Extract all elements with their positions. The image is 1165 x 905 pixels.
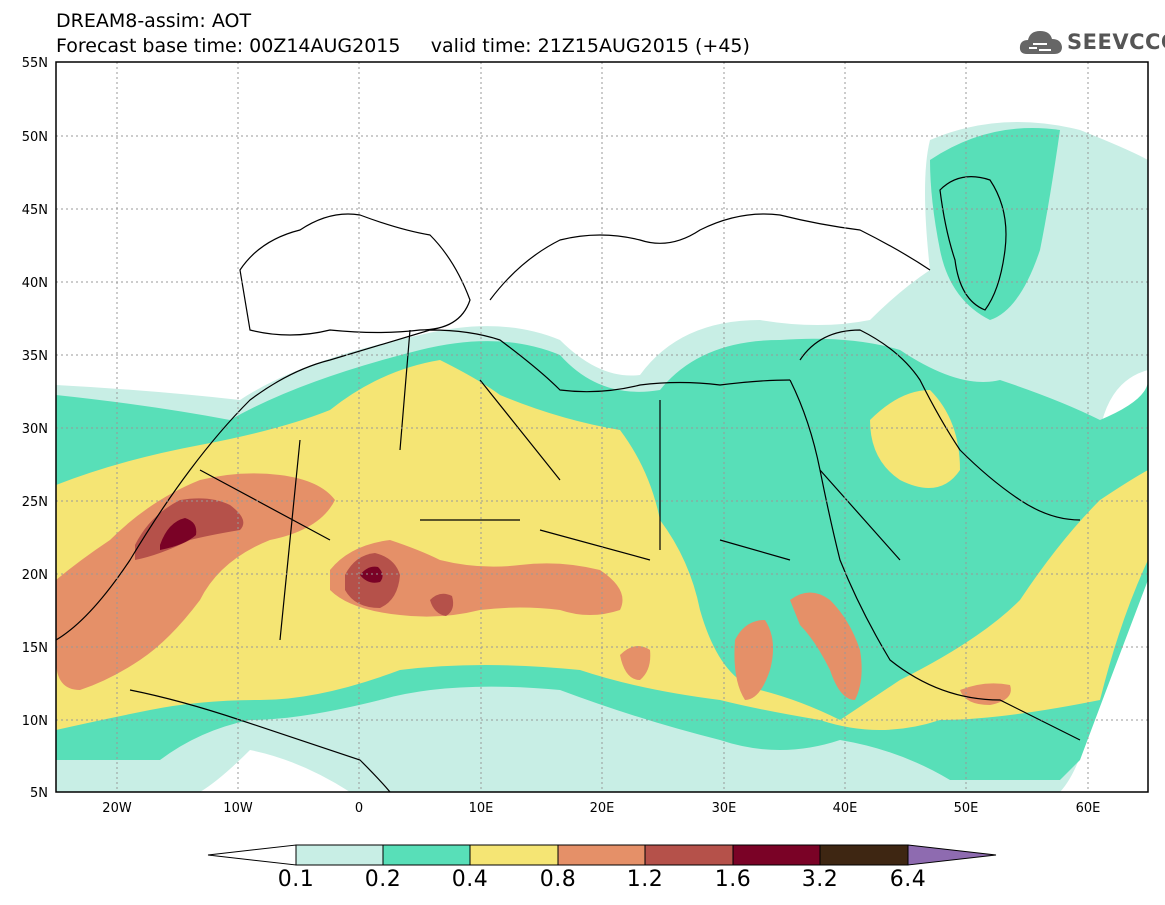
lat-label: 10N (22, 714, 48, 729)
lat-label: 30N (22, 422, 48, 437)
colorbar (207, 844, 997, 866)
colorbar-label: 0.4 (451, 867, 489, 892)
colorbar-segment (732, 844, 821, 866)
colorbar-segment (557, 844, 646, 866)
map-title: DREAM8-assim: AOT (56, 10, 252, 32)
lat-axis: 55N 50N 45N 40N 35N 30N 25N 20N 15N 10N … (22, 56, 48, 801)
aot-band-0.2-caspian (930, 128, 1060, 320)
lon-label: 50E (954, 801, 979, 816)
base-time: Forecast base time: 00Z14AUG2015 (56, 35, 401, 57)
valid-time: valid time: 21Z15AUG2015 (+45) (430, 35, 750, 57)
colorbar-segment (207, 844, 297, 866)
colorbar-label: 0.2 (364, 867, 402, 892)
aot-band-0.8-west (56, 473, 335, 690)
logo-text: SEEVCCC (1067, 30, 1165, 54)
aot-band-0.8-eritrea (790, 592, 862, 700)
aot-band-0.4 (56, 360, 1148, 730)
colorbar-segment (819, 844, 909, 866)
seevccc-logo: SEEVCCC (1017, 26, 1165, 62)
colorbar-label: 0.8 (539, 867, 577, 892)
aot-band-0.4-arabia (870, 390, 960, 488)
lat-label: 5N (30, 786, 48, 801)
lat-label: 45N (22, 203, 48, 218)
lon-label: 10W (223, 801, 253, 816)
colorbar-segment (295, 844, 384, 866)
cloud-icon (1019, 31, 1062, 54)
lon-label: 10E (469, 801, 494, 816)
lat-label: 50N (22, 130, 48, 145)
colorbar-segment (644, 844, 734, 866)
lon-label: 40E (833, 801, 858, 816)
aot-band-1.2-niger (430, 593, 454, 616)
map-frame (55, 61, 1149, 793)
lon-label: 20E (590, 801, 615, 816)
lon-label: 20W (102, 801, 132, 816)
lon-axis: 20W 10W 0 10E 20E 30E 40E 50E 60E (102, 801, 1100, 816)
colorbar-segment (469, 844, 559, 866)
coastlines (56, 176, 1081, 792)
colorbar-label: 1.2 (626, 867, 664, 892)
lat-label: 35N (22, 349, 48, 364)
colorbar-label: 0.1 (277, 867, 315, 892)
lat-label: 15N (22, 641, 48, 656)
lon-label: 30E (712, 801, 737, 816)
aot-band-1.6-west (160, 518, 197, 550)
lon-label: 60E (1076, 801, 1101, 816)
colorbar-segment (907, 844, 997, 866)
gridlines (56, 62, 1148, 792)
aot-band-0.8-sudan (734, 620, 774, 700)
colorbar-label: 6.4 (889, 867, 927, 892)
lon-label: 0 (355, 801, 363, 816)
colorbar-segment (382, 844, 471, 866)
lat-label: 20N (22, 568, 48, 583)
colorbar-label: 3.2 (801, 867, 839, 892)
lat-label: 55N (22, 56, 48, 71)
forecast-times: Forecast base time: 00Z14AUG2015 valid t… (56, 35, 750, 57)
lat-label: 25N (22, 495, 48, 510)
lat-label: 40N (22, 276, 48, 291)
aot-band-0.8-chad (620, 646, 651, 680)
colorbar-label: 1.6 (714, 867, 752, 892)
aot-band-0.8-mali (330, 540, 623, 617)
aot-band-1.6-mali (360, 566, 383, 583)
